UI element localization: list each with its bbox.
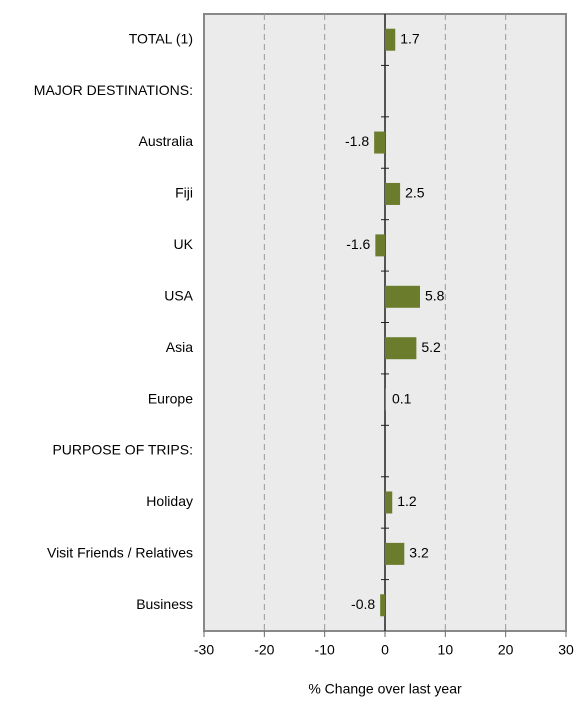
data-label: 5.8 <box>425 287 445 303</box>
y-tick-label: Business <box>136 596 193 612</box>
data-label: 1.2 <box>397 493 417 509</box>
y-tick-label: Asia <box>166 339 193 355</box>
y-tick-label: MAJOR DESTINATIONS: <box>34 82 193 98</box>
bar <box>385 28 396 51</box>
y-tick-label: Europe <box>148 390 193 406</box>
data-label: 2.5 <box>405 185 425 201</box>
x-tick-label: -10 <box>315 642 335 658</box>
y-tick-label: TOTAL (1) <box>129 30 193 46</box>
bar <box>380 594 385 617</box>
bar <box>385 542 405 565</box>
data-label: 5.2 <box>421 339 441 355</box>
bar <box>385 182 401 205</box>
y-tick-label: UK <box>174 236 194 252</box>
y-tick-label: Australia <box>139 133 194 149</box>
y-tick-label: USA <box>164 287 193 303</box>
x-tick-label: -20 <box>254 642 274 658</box>
data-label: -0.8 <box>351 596 375 612</box>
bar <box>385 491 393 514</box>
bar <box>385 285 420 308</box>
data-label: 0.1 <box>392 390 412 406</box>
x-tick-label: 10 <box>438 642 454 658</box>
bar <box>385 337 417 360</box>
y-tick-label: Holiday <box>146 493 193 509</box>
x-axis-label: % Change over last year <box>308 681 462 697</box>
x-tick-label: -30 <box>194 642 214 658</box>
bar <box>374 131 385 154</box>
x-tick-label: 20 <box>498 642 514 658</box>
y-tick-label: Visit Friends / Relatives <box>47 545 193 561</box>
x-tick-label: 30 <box>558 642 574 658</box>
data-label: 3.2 <box>409 545 429 561</box>
x-tick-label: 0 <box>381 642 389 658</box>
data-label: 1.7 <box>400 30 420 46</box>
bar <box>375 234 385 257</box>
y-tick-label: Fiji <box>175 185 193 201</box>
bar <box>385 388 386 411</box>
data-label: -1.8 <box>345 133 369 149</box>
data-label: -1.6 <box>346 236 370 252</box>
y-tick-label: PURPOSE OF TRIPS: <box>52 442 193 458</box>
